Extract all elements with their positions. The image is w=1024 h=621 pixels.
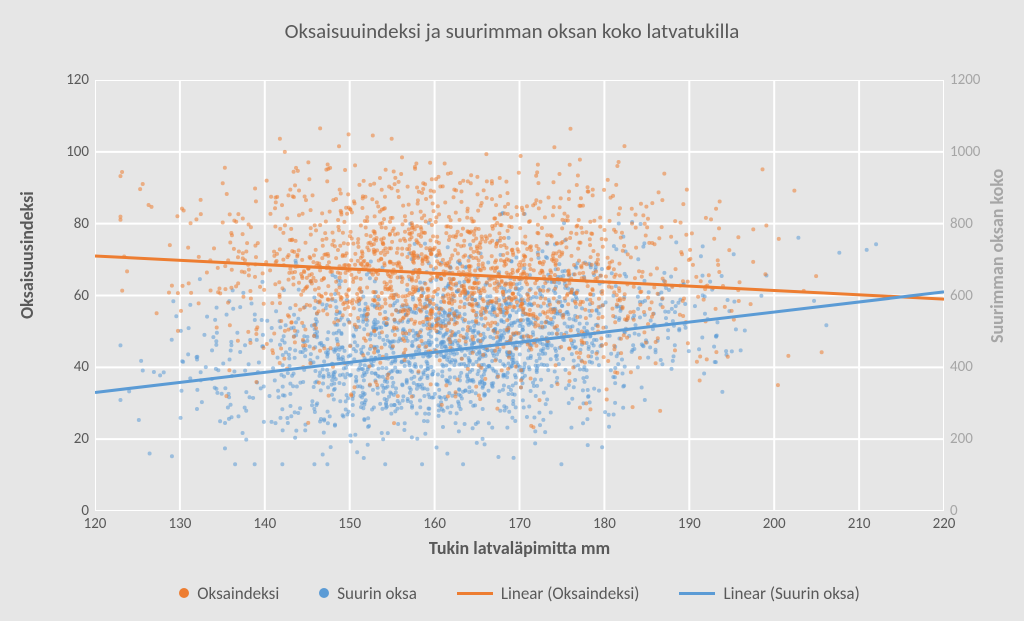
legend-item: Oksaindeksi bbox=[179, 583, 279, 604]
x-tick: 200 bbox=[763, 511, 786, 533]
chart-title: Oksaisuuindeksi ja suurimman oksan koko … bbox=[0, 18, 1024, 44]
x-tick: 140 bbox=[253, 511, 276, 533]
legend-label: Oksaindeksi bbox=[197, 583, 279, 604]
x-axis-label: Tukin latvaläpimitta mm bbox=[95, 537, 944, 559]
legend-marker-dot bbox=[179, 588, 189, 598]
legend-item: Linear (Suurin oksa) bbox=[679, 583, 859, 604]
scatter-chart: Oksaisuuindeksi ja suurimman oksan koko … bbox=[0, 0, 1024, 621]
y2-tick: 1200 bbox=[944, 71, 980, 89]
y1-tick: 0 bbox=[81, 502, 95, 520]
y1-tick: 40 bbox=[74, 358, 95, 376]
x-tick: 190 bbox=[678, 511, 701, 533]
legend-item: Linear (Oksaindeksi) bbox=[457, 583, 640, 604]
y2-tick: 800 bbox=[944, 215, 973, 233]
y1-tick: 60 bbox=[74, 287, 95, 305]
legend-label: Suurin oksa bbox=[337, 583, 417, 604]
legend-marker-line bbox=[457, 592, 493, 595]
legend-item: Suurin oksa bbox=[319, 583, 417, 604]
x-tick: 160 bbox=[423, 511, 446, 533]
legend-marker-dot bbox=[319, 588, 329, 598]
y1-tick: 120 bbox=[66, 71, 95, 89]
legend: Oksaindeksi Suurin oksa Linear (Oksaindeks… bbox=[95, 577, 944, 609]
y2-tick: 0 bbox=[944, 502, 958, 520]
y2-tick: 1000 bbox=[944, 143, 980, 161]
x-tick: 170 bbox=[508, 511, 531, 533]
legend-label: Linear (Suurin oksa) bbox=[723, 583, 859, 604]
y1-tick: 20 bbox=[74, 430, 95, 448]
y2-axis-label: Suurimman oksan koko bbox=[984, 0, 1010, 511]
x-tick: 150 bbox=[338, 511, 361, 533]
legend-label: Linear (Oksaindeksi) bbox=[501, 583, 640, 604]
y1-axis-label: Oksaisuusindeksi bbox=[14, 0, 40, 511]
y1-tick: 100 bbox=[66, 143, 95, 161]
x-tick: 180 bbox=[593, 511, 616, 533]
y1-tick: 80 bbox=[74, 215, 95, 233]
legend-marker-line bbox=[679, 592, 715, 595]
plot-area: 1201301401501601701801902002102200204060… bbox=[95, 80, 944, 511]
x-tick: 130 bbox=[168, 511, 191, 533]
x-tick: 210 bbox=[848, 511, 871, 533]
y2-tick: 200 bbox=[944, 430, 973, 448]
plot-svg bbox=[95, 80, 944, 511]
y2-tick: 400 bbox=[944, 358, 973, 376]
y2-tick: 600 bbox=[944, 287, 973, 305]
